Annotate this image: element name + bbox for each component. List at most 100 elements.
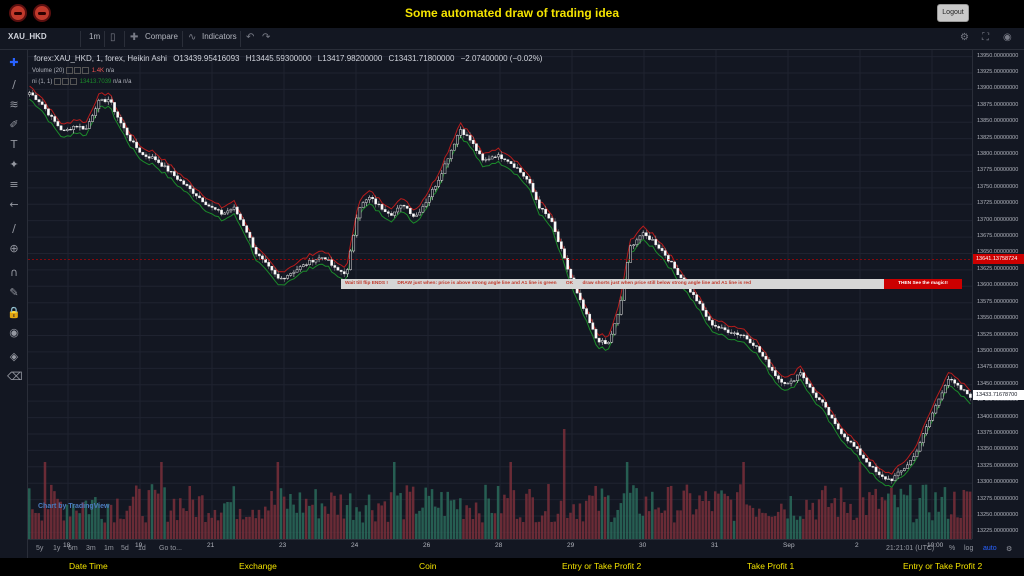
crosshair-icon[interactable]: ✚ — [9, 56, 19, 69]
candle-body — [610, 333, 614, 343]
clock-readout[interactable]: 21:21:01 (UTC) — [886, 545, 935, 552]
interval-button[interactable]: 1m — [89, 32, 101, 41]
close-icon[interactable] — [82, 67, 90, 74]
compare-button[interactable]: Compare — [145, 32, 178, 41]
legend-open: O13439.95416093 — [173, 54, 240, 63]
volume-bar — [361, 522, 365, 539]
candle-body — [223, 212, 227, 215]
range-1m[interactable]: 1m — [104, 545, 114, 552]
layers-icon[interactable]: ◈ — [9, 350, 19, 363]
symbol-button[interactable]: XAU_HKD — [8, 32, 47, 41]
volume-bar — [953, 491, 956, 539]
time-axis[interactable]: 18 19 21 23 24 26 28 29 30 31 Sep 2 10:00 — [28, 539, 972, 553]
logout-button[interactable]: Logout — [937, 4, 969, 22]
candle-body — [657, 244, 661, 249]
volume-bar — [235, 519, 239, 539]
tradingview-widget: XAU_HKD 1m ▯ ✚ Compare ∿ Indicators ↶ ↷ … — [0, 28, 1024, 558]
indicators-icon[interactable]: ∿ — [188, 32, 197, 43]
percent-toggle[interactable]: % — [949, 545, 956, 552]
candle-body — [355, 217, 359, 236]
trend-line-icon[interactable]: ∕ — [12, 78, 16, 91]
lock-icon[interactable]: 🔒 — [7, 306, 21, 319]
legend-title[interactable]: forex:XAU_HKD, 1, forex, Heikin Ashi — [34, 54, 167, 63]
time-tick-label: 24 — [351, 542, 359, 549]
undo-icon[interactable]: ↶ — [246, 32, 255, 43]
volume-bar — [229, 502, 232, 539]
candle-body — [53, 116, 57, 122]
indicator-label[interactable]: ni (1, 1) — [32, 79, 53, 86]
footer-entry-tp2[interactable]: Entry or Take Profit 2 — [562, 561, 642, 571]
fibonacci-icon[interactable]: ≋ — [9, 98, 19, 111]
settings-icon[interactable] — [74, 67, 82, 74]
range-6m[interactable]: 6m — [68, 545, 78, 552]
range-1y[interactable]: 1y — [53, 545, 61, 552]
volume-bar — [59, 501, 62, 539]
candle-body — [786, 382, 790, 385]
candle-body — [210, 205, 214, 208]
text-icon[interactable]: T — [10, 138, 18, 151]
mask-logo-icon[interactable] — [33, 4, 51, 22]
trash-icon[interactable]: ⌫ — [7, 370, 23, 383]
redo-icon[interactable]: ↷ — [262, 32, 271, 43]
candle-body — [833, 417, 837, 425]
footer-coin[interactable]: Coin — [419, 561, 437, 571]
legend-high: H13445.59300000 — [245, 54, 312, 63]
settings-icon[interactable] — [62, 78, 70, 85]
eye-icon[interactable] — [66, 67, 74, 74]
candle-body — [733, 332, 736, 334]
pattern-icon[interactable]: ✦ — [9, 158, 19, 171]
footer-entry-tp2-right[interactable]: Entry or Take Profit 2 — [903, 561, 983, 571]
volume-bar — [405, 485, 409, 539]
chart-pane[interactable]: forex:XAU_HKD, 1, forex, Heikin Ashi O13… — [28, 50, 972, 539]
candle-style-icon[interactable]: ▯ — [110, 32, 116, 43]
volume-bar — [254, 518, 258, 539]
range-5y[interactable]: 5y — [36, 545, 44, 552]
volume-bar — [116, 498, 119, 539]
magnet-icon[interactable]: ∩ — [9, 266, 19, 279]
candle-body — [405, 205, 409, 209]
range-1d[interactable]: 1d — [138, 545, 146, 552]
indicator-na: n/a — [113, 79, 122, 86]
ruler-icon[interactable]: ∕ — [12, 222, 16, 235]
close-icon[interactable] — [70, 78, 78, 85]
settings-gear-icon[interactable]: ⚙ — [1006, 546, 1013, 553]
tradingview-watermark[interactable]: Chart by TradingView — [38, 503, 110, 510]
prediction-icon[interactable]: ≡ — [9, 178, 19, 191]
eye-icon[interactable] — [54, 78, 62, 85]
volume-bar — [468, 507, 472, 539]
price-axis[interactable]: 13950.00000000 13925.00000000 13900.000000… — [972, 50, 1024, 539]
candle-body — [714, 324, 717, 327]
indicators-button[interactable]: Indicators — [202, 32, 237, 41]
footer-take-profit-1[interactable]: Take Profit 1 — [747, 561, 795, 571]
footer-exchange[interactable]: Exchange — [239, 561, 277, 571]
brush-icon[interactable]: ✐ — [9, 118, 19, 131]
candlestick-chart[interactable] — [28, 50, 972, 539]
candle-body — [207, 204, 211, 207]
candle-body — [305, 264, 308, 266]
back-arrow-icon[interactable]: ← — [9, 198, 19, 211]
fullscreen-icon[interactable]: ⛶ — [982, 32, 989, 43]
mask-logo-icon[interactable] — [9, 4, 27, 22]
zoom-in-icon[interactable]: ⊕ — [9, 242, 19, 255]
volume-bar — [248, 516, 251, 539]
candle-body — [515, 167, 519, 169]
range-3m[interactable]: 3m — [86, 545, 96, 552]
volume-bar — [128, 505, 132, 539]
candle-body — [43, 104, 47, 110]
footer-date-time[interactable]: Date Time — [69, 561, 108, 571]
auto-toggle[interactable]: auto — [983, 545, 997, 552]
camera-icon[interactable]: ◉ — [1003, 32, 1012, 43]
settings-gear-icon[interactable]: ⚙ — [960, 32, 969, 43]
eye-icon[interactable]: ◉ — [9, 326, 19, 339]
candle-body — [745, 335, 749, 340]
lock-pencil-icon[interactable]: ✎ — [9, 286, 19, 299]
range-5d[interactable]: 5d — [121, 545, 129, 552]
volume-label[interactable]: Volume (20) — [32, 68, 65, 75]
volume-bar — [270, 491, 273, 539]
volume-bar — [887, 493, 890, 539]
goto-button[interactable]: Go to... — [159, 545, 182, 552]
log-toggle[interactable]: log — [964, 545, 974, 552]
volume-bar — [802, 518, 805, 539]
volume-bar — [207, 513, 210, 539]
compare-icon[interactable]: ✚ — [130, 32, 139, 43]
